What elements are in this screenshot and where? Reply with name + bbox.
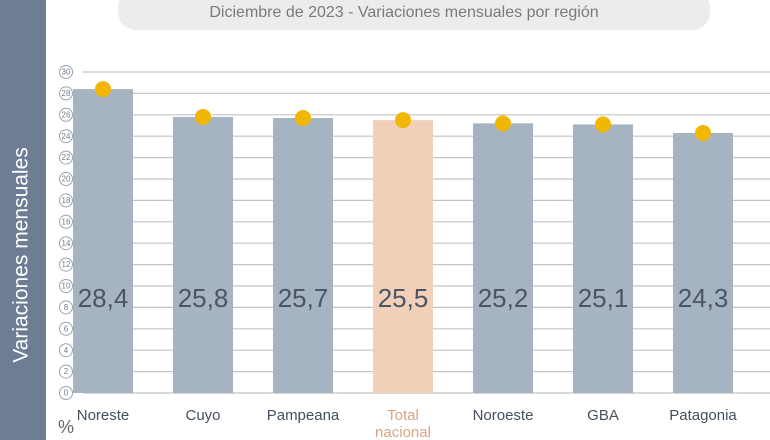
- bar-marker: [495, 115, 511, 132]
- unit-label: %: [58, 417, 74, 437]
- value-label: 24,3: [678, 283, 729, 313]
- y-axis-label: Variaciones mensuales: [10, 147, 33, 363]
- value-label: 25,8: [178, 283, 229, 313]
- y-tick-badge: [59, 300, 73, 315]
- value-label: 25,2: [478, 283, 529, 313]
- value-label: 25,7: [278, 283, 329, 313]
- y-tick-badge: [59, 236, 73, 251]
- y-tick-label: 26: [62, 110, 71, 119]
- y-tick-label: 0: [64, 389, 69, 398]
- x-tick-label: GBA: [587, 407, 619, 424]
- chart-title: Diciembre de 2023 - Variaciones mensuale…: [209, 4, 598, 21]
- bar: [373, 120, 433, 394]
- bar-marker: [195, 108, 211, 125]
- bar: [73, 89, 133, 394]
- y-tick-badge: [59, 129, 73, 144]
- bar: [473, 123, 533, 394]
- value-label: 25,5: [378, 283, 429, 313]
- y-tick-label: 6: [64, 324, 69, 333]
- y-tick-label: 4: [64, 346, 69, 355]
- y-tick-label: 22: [62, 153, 71, 162]
- bar: [573, 124, 633, 394]
- y-tick-badge: [59, 86, 73, 101]
- y-tick-badge: [59, 386, 73, 400]
- y-tick-badge: [59, 279, 73, 293]
- x-tick-label: Patagonia: [669, 407, 737, 424]
- y-tick-badge: [59, 107, 73, 122]
- y-tick-label: 16: [62, 217, 71, 226]
- x-tick-label: Noreste: [76, 407, 130, 424]
- y-tick-label: 24: [62, 132, 71, 141]
- bar: [673, 132, 733, 394]
- bar: [173, 116, 233, 393]
- bar: [273, 118, 333, 393]
- y-tick-badge: [59, 257, 73, 272]
- x-tick-label: Noroeste: [472, 407, 534, 424]
- y-tick-badge: [59, 321, 73, 336]
- y-tick-badge: [59, 193, 73, 208]
- y-tick-label: 12: [62, 260, 71, 269]
- y-tick-badge: [59, 364, 73, 379]
- x-tick-label: Pampeana: [266, 407, 340, 424]
- y-tick-badge: [59, 214, 73, 229]
- bar-marker: [695, 124, 711, 141]
- value-label: 28,4: [78, 283, 129, 313]
- y-tick-label: 28: [62, 89, 71, 98]
- x-tick-label: Cuyo: [185, 407, 221, 424]
- y-tick-badge: [59, 343, 73, 358]
- y-tick-label: 20: [62, 175, 71, 184]
- y-tick-badge: [59, 150, 73, 165]
- bar-marker: [95, 81, 111, 98]
- side-band: [0, 0, 46, 440]
- y-tick-label: 14: [62, 239, 71, 248]
- y-tick-label: 10: [62, 282, 71, 291]
- y-tick-label: 18: [62, 196, 71, 205]
- y-tick-label: 2: [64, 367, 69, 376]
- value-label: 25,1: [578, 283, 629, 313]
- y-tick-label: 8: [64, 303, 69, 312]
- y-tick-badge: [59, 65, 73, 79]
- y-tick-badge: [59, 172, 73, 186]
- bar-marker: [395, 112, 411, 129]
- title-pill: [118, 0, 710, 30]
- y-tick-label: 30: [62, 68, 71, 77]
- bar-marker: [295, 110, 311, 127]
- bar-marker: [595, 116, 611, 133]
- x-tick-label: Total nacional: [375, 407, 431, 440]
